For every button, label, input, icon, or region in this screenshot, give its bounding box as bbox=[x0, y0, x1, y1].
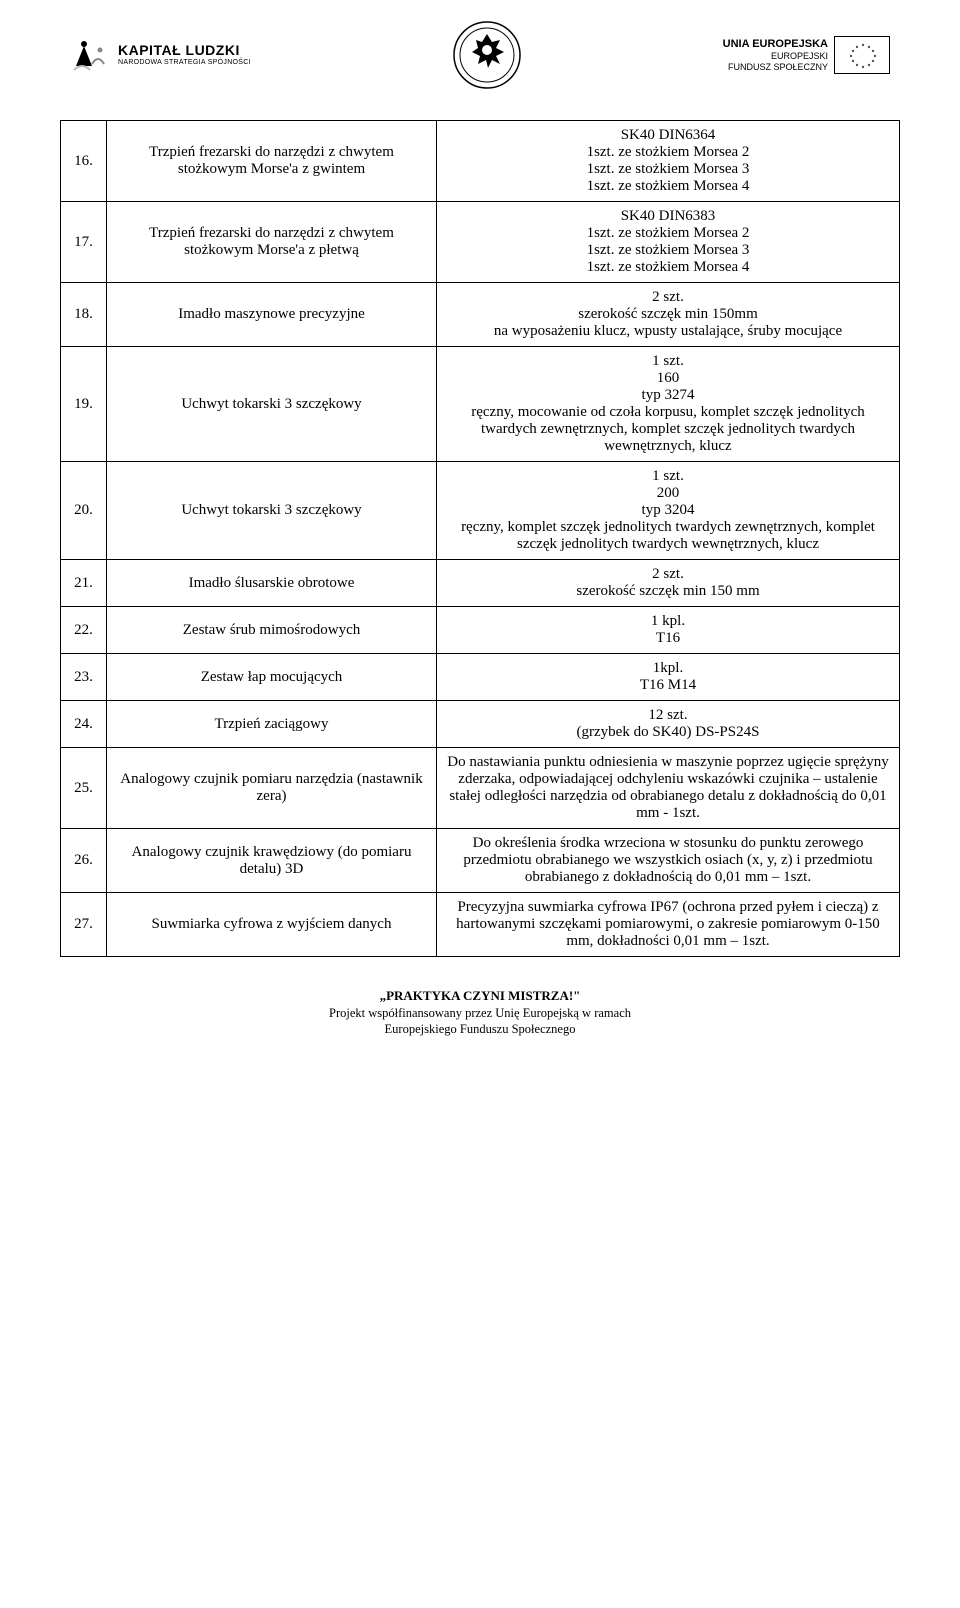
row-number: 24. bbox=[61, 701, 107, 748]
row-number: 20. bbox=[61, 462, 107, 560]
row-spec: 1 szt.200typ 3204ręczny, komplet szczęk … bbox=[437, 462, 900, 560]
row-item-name: Analogowy czujnik krawędziowy (do pomiar… bbox=[107, 829, 437, 893]
table-row: 22.Zestaw śrub mimośrodowych1 kpl.T16 bbox=[61, 607, 900, 654]
row-item-name: Suwmiarka cyfrowa z wyjściem danych bbox=[107, 893, 437, 957]
row-number: 22. bbox=[61, 607, 107, 654]
row-item-name: Analogowy czujnik pomiaru narzędzia (nas… bbox=[107, 748, 437, 829]
row-item-name: Imadło maszynowe precyzyjne bbox=[107, 283, 437, 347]
row-item-name: Imadło ślusarskie obrotowe bbox=[107, 560, 437, 607]
table-row: 17.Trzpień frezarski do narzędzi z chwyt… bbox=[61, 202, 900, 283]
header-right-logo: UNIA EUROPEJSKA EUROPEJSKI FUNDUSZ SPOŁE… bbox=[723, 36, 890, 74]
kl-subtitle: NARODOWA STRATEGIA SPÓJNOŚCI bbox=[118, 59, 251, 67]
row-number: 27. bbox=[61, 893, 107, 957]
table-row: 24.Trzpień zaciągowy12 szt.(grzybek do S… bbox=[61, 701, 900, 748]
table-row: 23.Zestaw łap mocujących1kpl.T16 M14 bbox=[61, 654, 900, 701]
row-number: 25. bbox=[61, 748, 107, 829]
row-number: 16. bbox=[61, 121, 107, 202]
table-row: 26.Analogowy czujnik krawędziowy (do pom… bbox=[61, 829, 900, 893]
eu-flag-icon bbox=[834, 36, 890, 74]
table-row: 18.Imadło maszynowe precyzyjne2 szt.szer… bbox=[61, 283, 900, 347]
footer-line1: Projekt współfinansowany przez Unię Euro… bbox=[60, 1005, 900, 1022]
row-spec: 1kpl.T16 M14 bbox=[437, 654, 900, 701]
row-spec: 12 szt.(grzybek do SK40) DS-PS24S bbox=[437, 701, 900, 748]
row-spec: Do określenia środka wrzeciona w stosunk… bbox=[437, 829, 900, 893]
eu-text: UNIA EUROPEJSKA EUROPEJSKI FUNDUSZ SPOŁE… bbox=[723, 38, 828, 73]
row-spec: SK40 DIN63641szt. ze stożkiem Morsea 21s… bbox=[437, 121, 900, 202]
table-row: 19.Uchwyt tokarski 3 szczękowy1 szt.160t… bbox=[61, 347, 900, 462]
row-item-name: Uchwyt tokarski 3 szczękowy bbox=[107, 462, 437, 560]
header-left-logo: KAPITAŁ LUDZKI NARODOWA STRATEGIA SPÓJNO… bbox=[70, 36, 251, 74]
row-number: 21. bbox=[61, 560, 107, 607]
row-spec: 2 szt.szerokość szczęk min 150mmna wypos… bbox=[437, 283, 900, 347]
table-row: 21.Imadło ślusarskie obrotowe2 szt.szero… bbox=[61, 560, 900, 607]
center-emblem-icon bbox=[452, 20, 522, 90]
row-number: 19. bbox=[61, 347, 107, 462]
row-number: 17. bbox=[61, 202, 107, 283]
table-row: 25.Analogowy czujnik pomiaru narzędzia (… bbox=[61, 748, 900, 829]
kl-title: KAPITAŁ LUDZKI bbox=[118, 43, 251, 58]
eu-sub2: FUNDUSZ SPOŁECZNY bbox=[723, 62, 828, 73]
table-row: 16.Trzpień frezarski do narzędzi z chwyt… bbox=[61, 121, 900, 202]
row-number: 18. bbox=[61, 283, 107, 347]
page-footer: „PRAKTYKA CZYNI MISTRZA!" Projekt współf… bbox=[60, 987, 900, 1038]
page-header: KAPITAŁ LUDZKI NARODOWA STRATEGIA SPÓJNO… bbox=[60, 20, 900, 90]
eu-title: UNIA EUROPEJSKA bbox=[723, 38, 828, 51]
row-spec: 1 szt.160typ 3274ręczny, mocowanie od cz… bbox=[437, 347, 900, 462]
footer-title: „PRAKTYKA CZYNI MISTRZA!" bbox=[60, 987, 900, 1005]
row-item-name: Trzpień frezarski do narzędzi z chwytem … bbox=[107, 202, 437, 283]
row-item-name: Zestaw śrub mimośrodowych bbox=[107, 607, 437, 654]
eu-sub1: EUROPEJSKI bbox=[723, 51, 828, 62]
row-spec: Do nastawiania punktu odniesienia w masz… bbox=[437, 748, 900, 829]
row-spec: SK40 DIN63831szt. ze stożkiem Morsea 21s… bbox=[437, 202, 900, 283]
row-spec: 2 szt.szerokość szczęk min 150 mm bbox=[437, 560, 900, 607]
table-row: 27.Suwmiarka cyfrowa z wyjściem danychPr… bbox=[61, 893, 900, 957]
equipment-table: 16.Trzpień frezarski do narzędzi z chwyt… bbox=[60, 120, 900, 957]
row-item-name: Uchwyt tokarski 3 szczękowy bbox=[107, 347, 437, 462]
row-item-name: Trzpień frezarski do narzędzi z chwytem … bbox=[107, 121, 437, 202]
kapital-ludzki-text: KAPITAŁ LUDZKI NARODOWA STRATEGIA SPÓJNO… bbox=[118, 43, 251, 66]
footer-line2: Europejskiego Funduszu Społecznego bbox=[60, 1021, 900, 1038]
row-number: 23. bbox=[61, 654, 107, 701]
header-center-badge bbox=[452, 20, 522, 90]
row-item-name: Trzpień zaciągowy bbox=[107, 701, 437, 748]
row-item-name: Zestaw łap mocujących bbox=[107, 654, 437, 701]
table-row: 20.Uchwyt tokarski 3 szczękowy1 szt.200t… bbox=[61, 462, 900, 560]
row-spec: 1 kpl.T16 bbox=[437, 607, 900, 654]
row-number: 26. bbox=[61, 829, 107, 893]
row-spec: Precyzyjna suwmiarka cyfrowa IP67 (ochro… bbox=[437, 893, 900, 957]
kapital-ludzki-icon bbox=[70, 36, 110, 74]
